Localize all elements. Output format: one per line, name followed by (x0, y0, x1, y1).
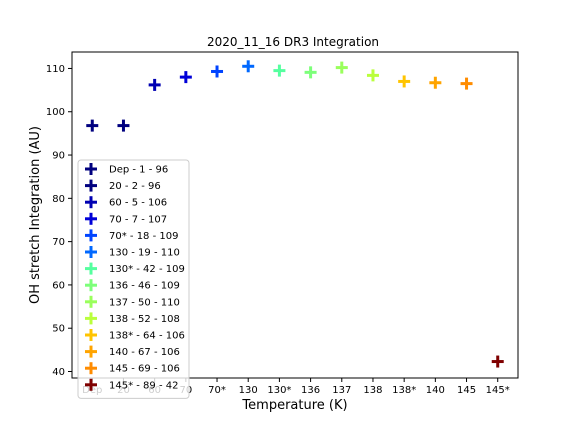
legend-entry-label: 138* - 64 - 106 (109, 331, 185, 342)
chart-title: 2020_11_16 DR3 Integration (207, 35, 379, 49)
legend-marker (85, 279, 97, 292)
y-axis-label: OH stretch Integration (AU) (28, 126, 43, 304)
x-tick-label: 130 (239, 385, 258, 396)
legend-marker (85, 179, 97, 192)
y-tick-label: 60 (52, 280, 65, 291)
data-point (460, 77, 473, 90)
y-tick-label: 110 (46, 64, 65, 75)
data-point (366, 69, 379, 82)
legend-marker (85, 163, 97, 175)
legend-marker (85, 378, 97, 391)
data-point (304, 66, 317, 79)
axes-frame (71, 51, 519, 379)
y-tick-label: 70 (52, 237, 65, 248)
x-tick-label: 70* (208, 385, 226, 396)
y-tick-label: 80 (52, 194, 65, 205)
x-tick-label: 138 (363, 385, 382, 396)
data-point (491, 355, 504, 368)
legend-entry-label: 130 - 19 - 110 (109, 248, 180, 259)
data-point (398, 75, 411, 88)
legend-entry-label: 60 - 5 - 106 (109, 198, 167, 209)
data-point (86, 119, 99, 132)
legend-entry-label: 70 - 7 - 107 (109, 214, 167, 225)
legend-entry-label: 138 - 52 - 108 (109, 314, 180, 325)
legend-marker (85, 212, 97, 225)
y-tick-label: 100 (46, 107, 65, 118)
legend-entry-label: 20 - 2 - 96 (109, 181, 161, 192)
legend-marker (85, 246, 97, 258)
legend-entry-label: 140 - 67 - 106 (109, 347, 180, 358)
data-point (148, 78, 161, 91)
y-tick-label: 50 (52, 324, 65, 335)
x-tick-label: 140 (426, 385, 445, 396)
data-point (179, 71, 192, 84)
data-point (273, 64, 286, 77)
legend-box (77, 159, 190, 399)
x-axis-label: Temperature (K) (241, 398, 347, 413)
y-tick-label: 40 (52, 367, 65, 378)
legend-entry-label: 70* - 18 - 109 (109, 231, 178, 242)
legend-marker (85, 295, 97, 308)
x-tick-label: 145 (457, 385, 476, 396)
data-point (211, 65, 224, 78)
legend-entry-label: 145 - 69 - 106 (109, 364, 180, 375)
legend-entry-label: 137 - 50 - 110 (109, 297, 180, 308)
x-tick-label: 137 (332, 385, 351, 396)
legend-marker (85, 329, 97, 341)
x-tick-label: 145* (486, 385, 510, 396)
data-point (429, 76, 442, 89)
legend-marker (85, 196, 97, 209)
legend-marker (85, 362, 97, 375)
legend-entry-label: 136 - 46 - 109 (109, 281, 180, 292)
legend-marker (85, 229, 97, 242)
x-tick-label: 138* (392, 385, 416, 396)
legend-entry-label: 145* - 89 - 42 (109, 380, 178, 391)
x-tick-label: 130* (267, 385, 291, 396)
data-point (242, 60, 255, 73)
legend-marker (85, 262, 97, 275)
data-point (117, 119, 130, 132)
legend-marker (85, 345, 97, 358)
legend: Dep - 1 - 96 20 - 2 - 96 60 - 5 - 106 70 - … (77, 159, 190, 399)
x-tick-label: 136 (301, 385, 320, 396)
y-tick-label: 90 (52, 151, 65, 162)
legend-entry-label: 130* - 42 - 109 (109, 264, 185, 275)
legend-marker (85, 312, 97, 325)
legend-entry-label: Dep - 1 - 96 (109, 165, 168, 176)
data-point (335, 61, 348, 74)
